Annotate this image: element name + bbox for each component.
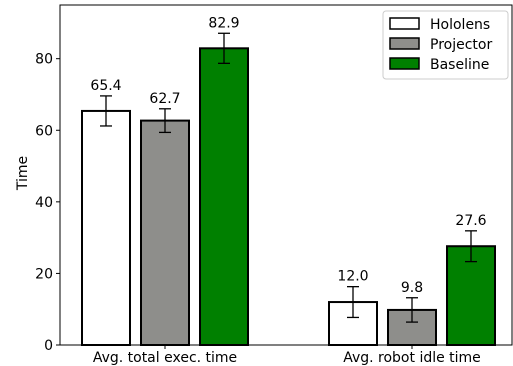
bar — [446, 245, 496, 346]
y-tick-label: 60 — [35, 123, 53, 139]
data-label: 62.7 — [149, 91, 180, 107]
y-tick-label: 40 — [35, 195, 53, 211]
bars: 65.4 62.7 82.9 12.0 9.8 27.6 — [81, 15, 496, 347]
bar — [199, 47, 249, 346]
legend-swatch — [389, 57, 420, 70]
data-label: 27.6 — [455, 213, 486, 229]
y-tick-label: 0 — [44, 338, 53, 354]
bar — [140, 119, 190, 346]
bar — [81, 109, 131, 346]
y-axis-title: Time — [15, 156, 31, 191]
legend-label: Projector — [430, 37, 492, 53]
data-label: 65.4 — [90, 78, 121, 94]
legend-swatch — [389, 17, 420, 30]
legend-swatch — [389, 37, 420, 50]
plot-frame — [59, 4, 513, 346]
x-tick-label: Avg. robot idle time — [343, 350, 481, 366]
legend: Hololens Projector Baseline — [382, 10, 509, 80]
legend-label: Baseline — [430, 57, 489, 73]
data-label: 9.8 — [401, 280, 423, 296]
y-tick-label: 20 — [35, 266, 53, 282]
legend-label: Hololens — [430, 17, 490, 33]
axes: 0 20 40 60 80 Avg. total exec. time Avg. robot… — [35, 4, 513, 366]
data-label: 82.9 — [208, 15, 239, 31]
x-tick-label: Avg. total exec. time — [93, 350, 237, 366]
y-tick-label: 80 — [35, 52, 53, 68]
data-label: 12.0 — [337, 269, 368, 285]
